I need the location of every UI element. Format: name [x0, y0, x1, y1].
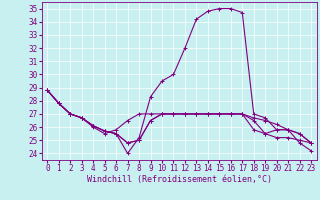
X-axis label: Windchill (Refroidissement éolien,°C): Windchill (Refroidissement éolien,°C): [87, 175, 272, 184]
